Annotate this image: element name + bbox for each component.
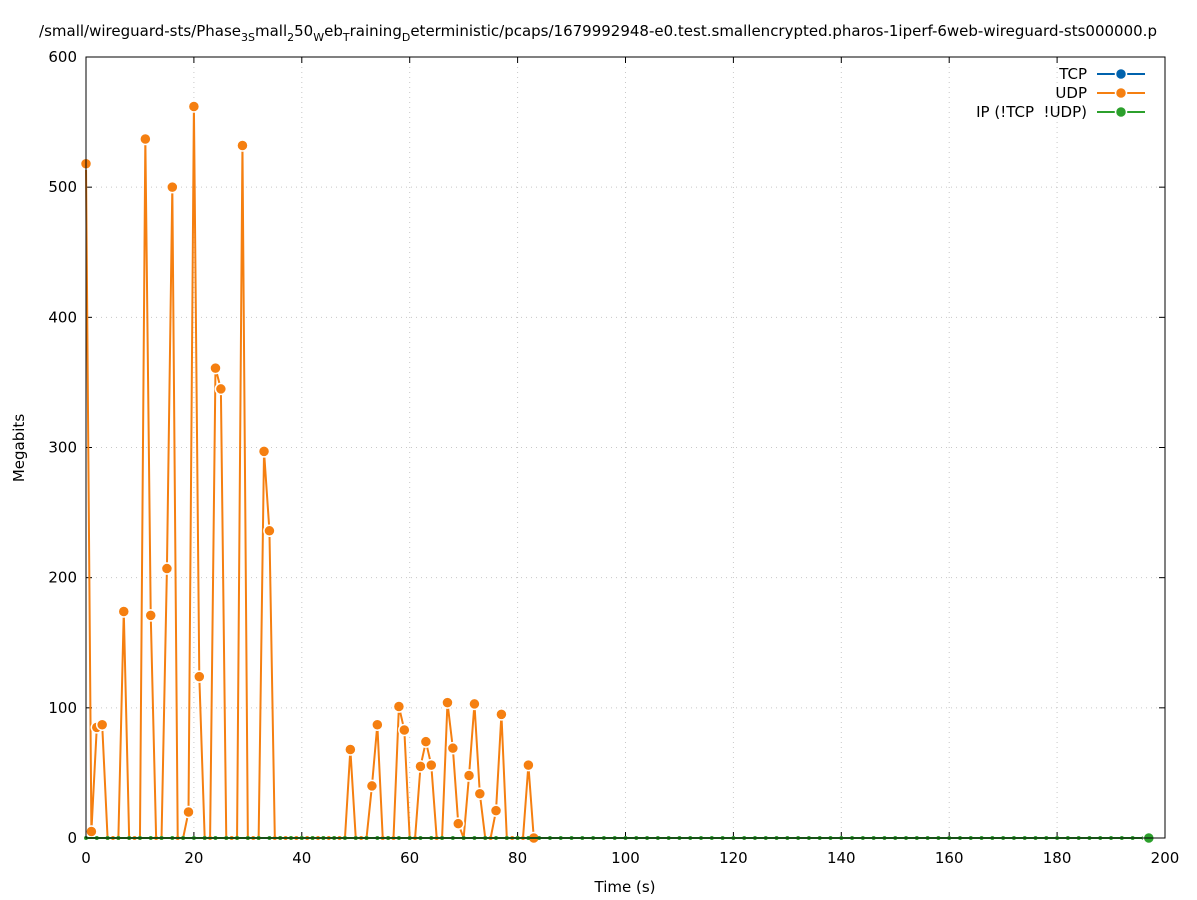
title-part: eterministic/pcaps/1679992948-e0.test.sm… [410, 22, 1157, 40]
data-point [398, 723, 411, 737]
data-point [209, 361, 222, 375]
title-subscript: T [342, 31, 350, 44]
data-point [193, 670, 206, 683]
data-point [166, 180, 179, 194]
y-tick-label: 200 [48, 569, 77, 587]
data-point [425, 758, 438, 772]
y-tick-label: 300 [48, 439, 77, 457]
legend-label: UDP [1055, 84, 1087, 102]
x-tick-label: 100 [611, 849, 640, 867]
title-part: /small/wireguard-sts/Phase [39, 22, 241, 40]
data-point [187, 100, 201, 113]
data-point [495, 708, 508, 721]
x-tick-label: 120 [719, 849, 748, 867]
y-tick-label: 100 [48, 699, 77, 717]
legend-marker [1114, 86, 1128, 100]
x-tick-label: 40 [292, 849, 311, 867]
title-subscript: W [313, 31, 324, 44]
data-point [160, 562, 174, 575]
plot-area [79, 100, 1156, 845]
x-tick-label: 180 [1043, 849, 1072, 867]
x-tick-label: 140 [827, 849, 856, 867]
data-point [371, 718, 384, 732]
legend-marker [1114, 67, 1128, 81]
data-point [365, 779, 379, 793]
data-point [344, 743, 357, 756]
data-point [214, 382, 228, 396]
grid: 0 100 200 300 400 500 600 0 20 40 60 80 100 120 140 160… [48, 48, 1179, 867]
x-tick-label: 20 [184, 849, 203, 867]
series-line [85, 105, 535, 839]
y-tick-label: 500 [48, 178, 77, 196]
data-point [392, 700, 406, 713]
data-point [139, 132, 152, 146]
title-part: 50 [294, 22, 313, 40]
data-point [85, 825, 98, 838]
x-tick-label: 80 [508, 849, 527, 867]
title-part: eb [324, 22, 343, 40]
data-point [117, 605, 131, 618]
x-tick-label: 200 [1151, 849, 1180, 867]
data-point [522, 758, 535, 772]
plot-border [85, 56, 1166, 839]
data-point [446, 741, 460, 755]
data-point [257, 445, 271, 458]
legend-marker [1114, 105, 1128, 119]
data-point [468, 697, 481, 711]
x-tick-label: 0 [81, 849, 91, 867]
y-tick-label: 600 [48, 48, 77, 66]
data-point [414, 760, 427, 773]
data-point [95, 718, 109, 732]
y-axis-label: Megabits [10, 414, 28, 482]
title-part: mall [255, 22, 287, 40]
y-tick-label: 0 [67, 829, 77, 847]
title-subscript: 3S [241, 31, 255, 44]
chart-title: /small/wireguard-sts/Phase3Small250WebTr… [39, 22, 1157, 44]
data-point [473, 787, 487, 800]
data-point [419, 735, 433, 748]
x-tick-label: 60 [400, 849, 419, 867]
data-point [236, 139, 249, 152]
title-part: raining [350, 22, 402, 40]
data-point [144, 609, 157, 622]
y-tick-label: 400 [48, 308, 77, 326]
data-point [452, 817, 465, 830]
data-point [182, 805, 195, 819]
data-point [462, 769, 476, 782]
data-point [441, 696, 454, 709]
data-point [263, 524, 276, 538]
title-subscript: D [402, 31, 410, 44]
x-tick-label: 160 [935, 849, 964, 867]
x-axis-label: Time (s) [594, 878, 656, 896]
data-point [489, 804, 503, 817]
legend-label: IP (!TCP !UDP) [976, 103, 1087, 121]
title-subscript: 2 [287, 31, 294, 44]
legend-label: TCP [1058, 65, 1087, 83]
